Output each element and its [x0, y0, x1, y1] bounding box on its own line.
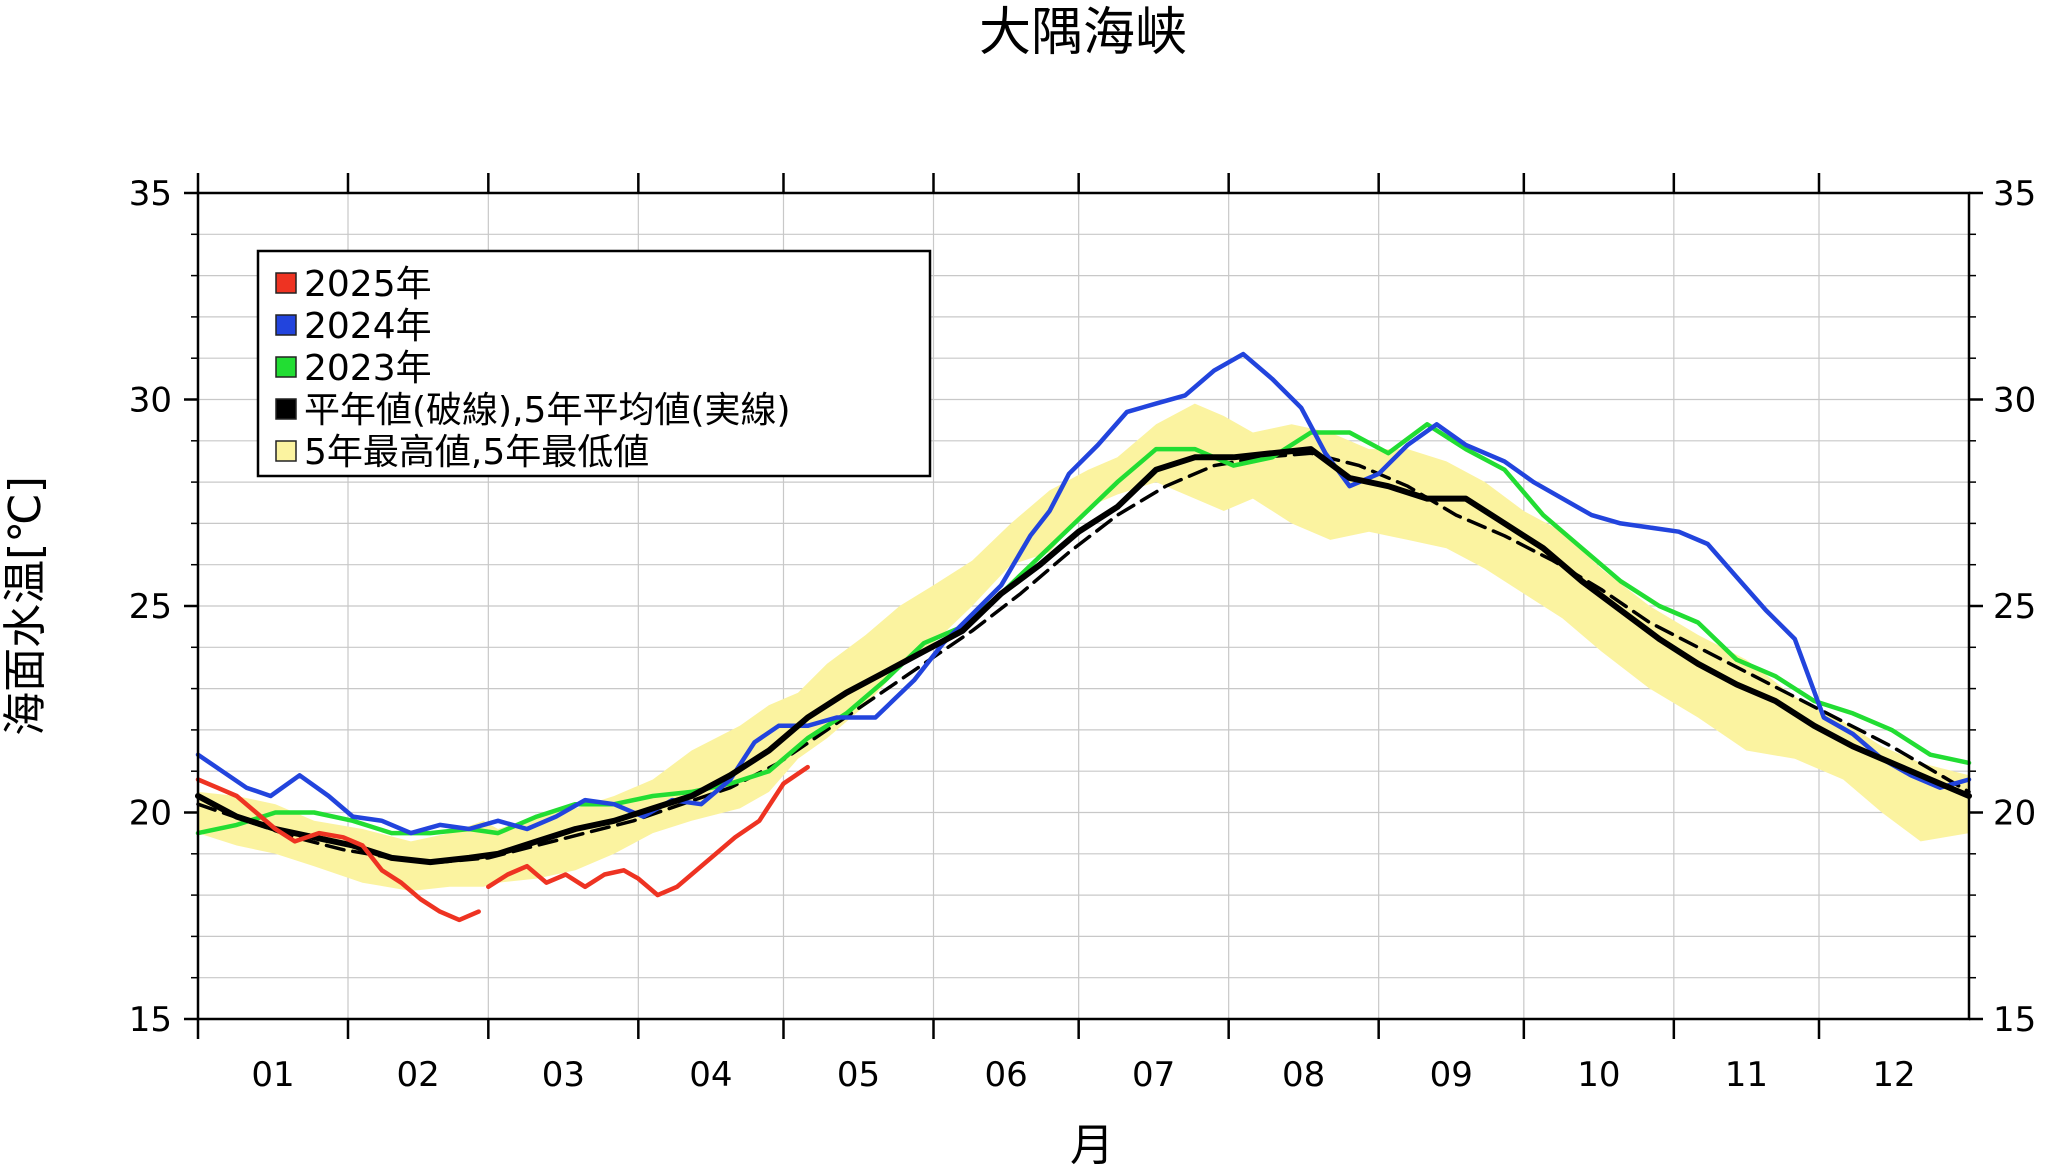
legend-label: 2024年 [304, 306, 432, 347]
x-tick-label: 07 [1132, 1055, 1175, 1095]
y-tick-label-left: 20 [129, 794, 172, 834]
x-tick-label: 02 [397, 1055, 440, 1095]
y-tick-label-right: 35 [1993, 174, 2036, 214]
y-tick-label-left: 15 [129, 1000, 172, 1040]
legend-swatch [275, 398, 297, 420]
x-tick-label: 12 [1872, 1055, 1915, 1095]
series-line-2025年 [486, 764, 810, 898]
series-line-5年平均値 [195, 446, 1972, 866]
y-tick-label-right: 15 [1993, 1000, 2036, 1040]
x-tick-label: 06 [984, 1055, 1027, 1095]
x-tick-label: 11 [1725, 1055, 1768, 1095]
y-tick-label-left: 30 [129, 381, 172, 421]
legend-label: 2025年 [304, 264, 432, 305]
x-axis-label: 月 [1070, 1120, 1114, 1166]
legend-swatch [275, 314, 297, 336]
axis-ticks: 15 15 20 20 25 25 30 30 35 35 01 02 03 04 05 06 07 08 09 10… [129, 173, 2036, 1095]
series-line-2025年 [195, 777, 481, 923]
x-tick-label: 03 [542, 1055, 585, 1095]
y-tick-label-right: 20 [1993, 794, 2036, 834]
legend-swatch [275, 356, 297, 378]
legend-label: 2023年 [304, 348, 432, 389]
legend-swatch [275, 440, 297, 462]
series-line-2024年 [195, 351, 1972, 836]
x-tick-label: 08 [1282, 1055, 1325, 1095]
x-tick-label: 01 [251, 1055, 294, 1095]
y-tick-label-right: 30 [1993, 381, 2036, 421]
legend-box [256, 249, 932, 478]
x-tick-label: 09 [1430, 1055, 1473, 1095]
legend-swatch [275, 272, 297, 294]
y-tick-label-left: 25 [129, 587, 172, 627]
series-line-2023年 [195, 422, 1972, 836]
legend-label: 平年値(破線),5年平均値(実線) [304, 390, 791, 431]
legend-label: 5年最高値,5年最低値 [304, 432, 649, 473]
y-axis-label: 海面水温[℃] [0, 476, 51, 736]
y-tick-label-left: 35 [129, 174, 172, 214]
x-tick-label: 05 [837, 1055, 880, 1095]
chart-title: 大隅海峡 [979, 3, 1187, 63]
y-tick-label-right: 25 [1993, 587, 2036, 627]
band-5yr-range [198, 403, 1969, 891]
x-tick-label: 10 [1577, 1055, 1620, 1095]
legend: 2025年2024年2023年平年値(破線),5年平均値(実線)5年最高値,5年… [256, 249, 932, 478]
grid-lines [198, 193, 1969, 1019]
band-layer [198, 403, 1969, 891]
series-layer [195, 351, 1972, 923]
x-tick-label: 04 [689, 1055, 732, 1095]
